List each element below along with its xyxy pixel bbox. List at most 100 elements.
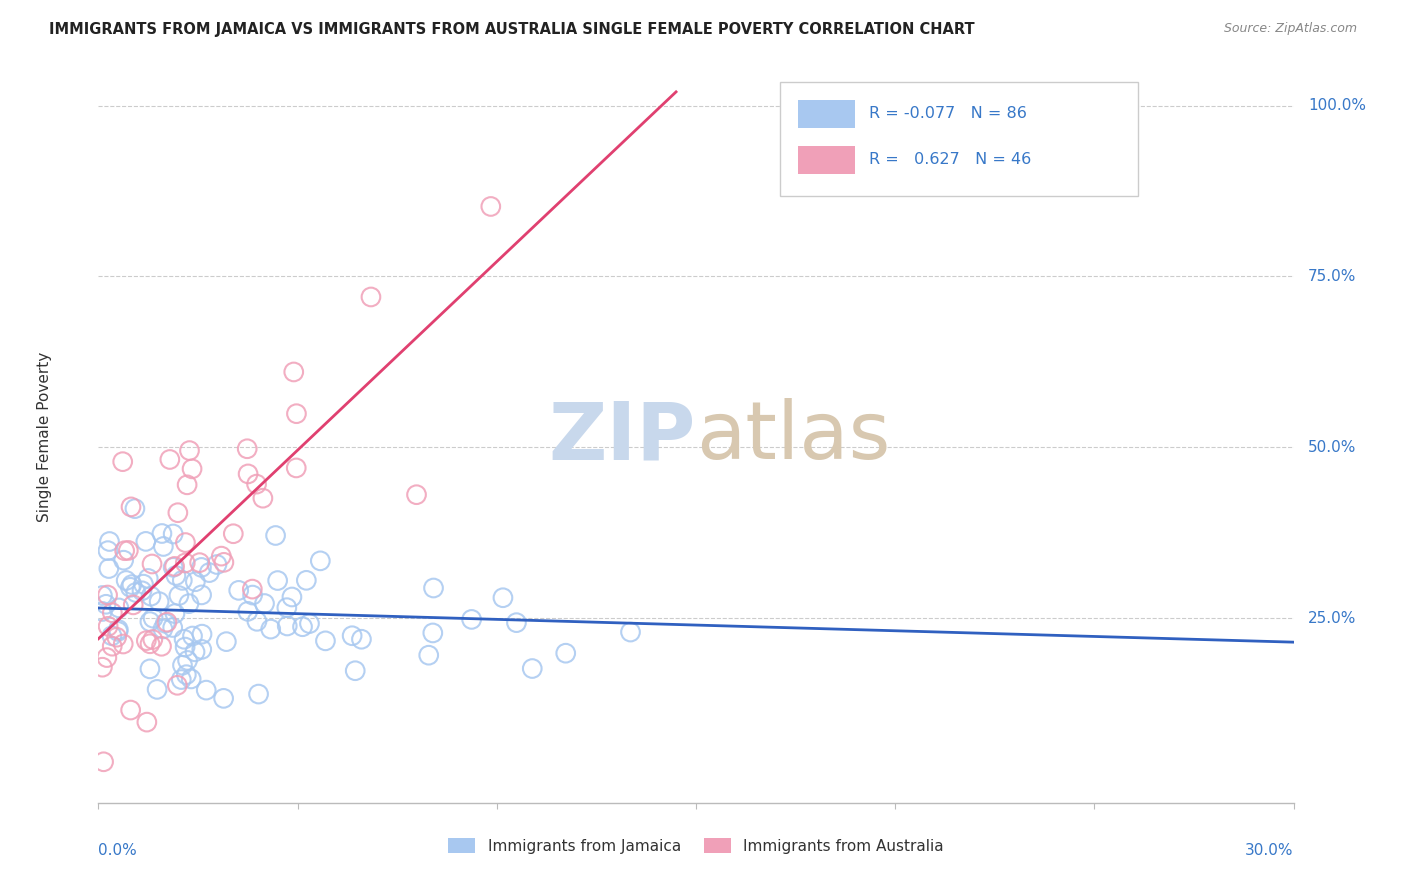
Point (172, 658, 194, 673)
Text: ZIP: ZIP (548, 398, 696, 476)
Point (111, 455, 134, 469)
Point (285, 407, 308, 421)
Point (174, 640, 197, 654)
Point (170, 673, 193, 687)
Point (139, 589, 162, 603)
Point (195, 683, 218, 698)
Point (176, 478, 198, 492)
Point (184, 645, 207, 659)
Point (97, 588, 120, 602)
Point (405, 488, 427, 502)
Point (139, 637, 162, 651)
Point (212, 691, 235, 706)
Point (139, 662, 162, 676)
Bar (797, 100, 855, 128)
Point (228, 583, 250, 598)
Point (167, 589, 190, 603)
Point (181, 629, 204, 643)
Point (91, 589, 114, 603)
Point (150, 640, 173, 654)
Text: 30.0%: 30.0% (1246, 843, 1294, 858)
Point (155, 616, 177, 631)
Point (309, 554, 332, 568)
Point (167, 506, 190, 520)
Point (181, 462, 204, 476)
Point (97, 561, 120, 575)
Point (240, 582, 263, 596)
Bar (797, 146, 855, 174)
Point (205, 558, 228, 572)
Point (298, 616, 321, 631)
Point (190, 642, 212, 657)
Point (152, 622, 174, 636)
Point (260, 622, 283, 636)
Point (266, 574, 288, 588)
Point (176, 653, 198, 667)
Point (505, 615, 527, 630)
Point (162, 560, 184, 574)
Point (93, 755, 115, 769)
Point (190, 588, 212, 602)
Text: 75.0%: 75.0% (1308, 268, 1357, 284)
Point (162, 527, 184, 541)
Point (285, 461, 308, 475)
Point (522, 661, 544, 675)
Point (131, 583, 153, 598)
Point (124, 501, 146, 516)
Point (295, 574, 318, 588)
Point (132, 577, 155, 591)
Point (135, 633, 157, 648)
Point (152, 540, 174, 554)
Text: atlas: atlas (696, 398, 890, 476)
Text: 25.0%: 25.0% (1308, 611, 1357, 625)
Point (188, 556, 211, 570)
Point (418, 648, 440, 663)
Point (142, 611, 165, 625)
Point (236, 442, 259, 456)
Point (252, 491, 274, 506)
Point (492, 591, 515, 605)
Point (281, 590, 304, 604)
Text: R =   0.627   N = 46: R = 0.627 N = 46 (869, 153, 1032, 168)
Point (156, 615, 179, 629)
Point (460, 612, 482, 626)
Text: IMMIGRANTS FROM JAMAICA VS IMMIGRANTS FROM AUSTRALIA SINGLE FEMALE POVERTY CORRE: IMMIGRANTS FROM JAMAICA VS IMMIGRANTS FR… (49, 22, 974, 37)
Text: R = -0.077   N = 86: R = -0.077 N = 86 (869, 106, 1028, 121)
Text: 0.0%: 0.0% (98, 843, 138, 858)
Point (236, 604, 259, 618)
Point (112, 637, 135, 651)
Point (91, 660, 114, 674)
Point (122, 598, 145, 612)
Point (97, 619, 120, 633)
Point (198, 566, 221, 580)
Point (165, 568, 187, 582)
Point (177, 597, 200, 611)
Point (222, 526, 245, 541)
Point (163, 559, 186, 574)
Point (173, 632, 195, 647)
Point (209, 549, 232, 563)
Point (150, 526, 173, 541)
Point (291, 620, 314, 634)
Point (179, 443, 201, 458)
Point (236, 467, 259, 481)
Point (190, 560, 212, 574)
Point (350, 632, 373, 647)
Point (135, 534, 157, 549)
Point (135, 715, 157, 730)
Text: 50.0%: 50.0% (1308, 440, 1357, 455)
Point (344, 664, 367, 678)
Legend: Immigrants from Jamaica, Immigrants from Australia: Immigrants from Jamaica, Immigrants from… (449, 838, 943, 854)
Point (176, 667, 198, 681)
Point (125, 585, 148, 599)
Point (91, 604, 114, 618)
Point (191, 627, 214, 641)
Point (340, 629, 363, 643)
Point (554, 646, 576, 660)
Point (107, 624, 129, 639)
Point (264, 528, 287, 542)
Point (212, 555, 235, 569)
Point (114, 543, 136, 558)
Point (120, 703, 142, 717)
Point (148, 594, 170, 608)
